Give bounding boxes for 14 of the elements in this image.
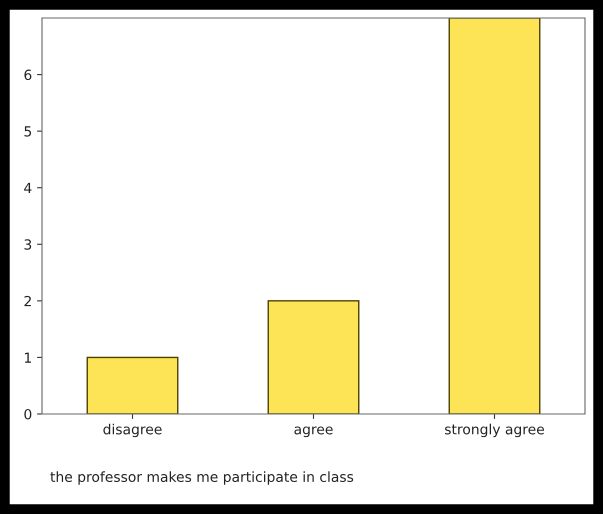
bar [86,356,178,414]
bar [268,300,360,414]
x-tick-label: strongly agree [445,424,544,438]
y-tick-label: 5 [24,126,32,137]
y-tick-label: 0 [24,408,32,420]
y-tick-label: 3 [24,239,32,250]
y-tick-label: 1 [24,352,31,363]
y-tick-label: 4 [24,182,32,193]
y-tick-label: 2 [24,296,31,306]
bar [448,18,540,414]
y-tick-label: 6 [24,70,32,80]
x-axis-title: the professor makes me participate in class [50,471,354,485]
x-tick-label: agree [294,426,333,438]
x-tick-label: disagree [103,424,162,438]
